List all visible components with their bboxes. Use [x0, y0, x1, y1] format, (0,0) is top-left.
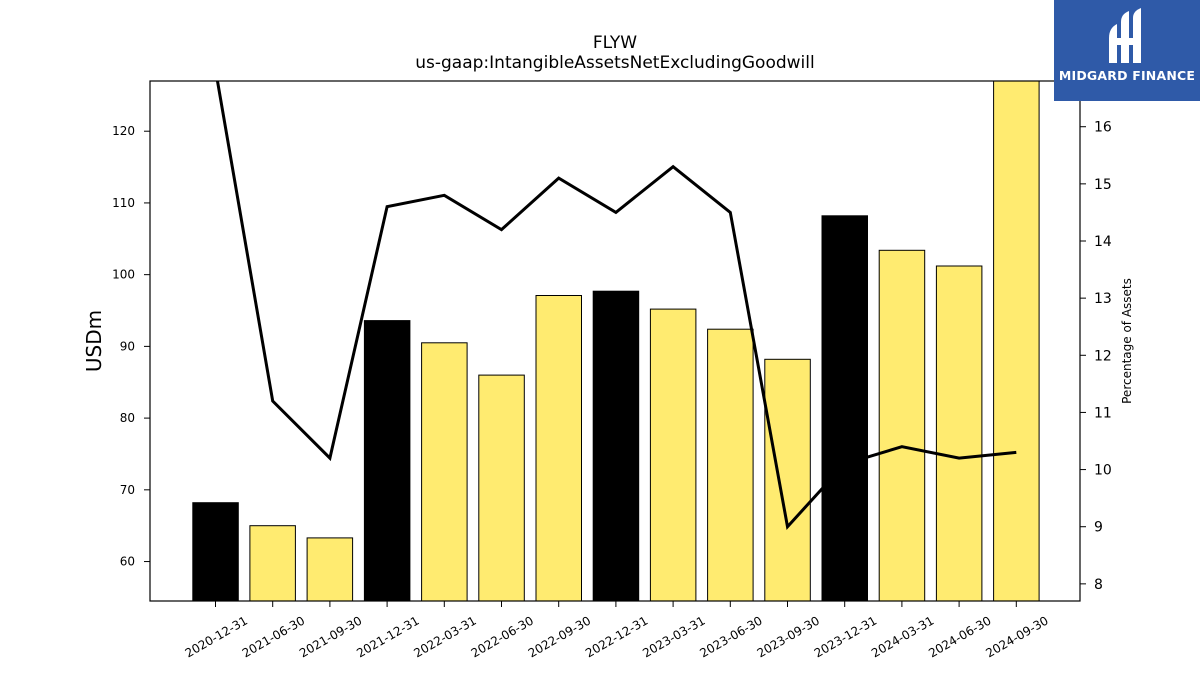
bar-2022-09-30 [535, 295, 582, 602]
x-tick-label: 2022-09-30 [526, 613, 593, 660]
bar-2023-06-30 [707, 328, 754, 602]
x-tick-label: 2022-06-30 [469, 613, 536, 660]
x-tick-label: 2020-12-31 [183, 613, 250, 660]
chart-subtitle: us-gaap:IntangibleAssetsNetExcludingGood… [415, 53, 814, 73]
bar-2022-06-30 [478, 374, 525, 602]
y-axis-label: USDm [82, 310, 106, 372]
y-right-tick-label: 11 [1094, 405, 1112, 421]
x-tick-label: 2021-12-31 [354, 613, 421, 660]
bar-2024-06-30 [935, 265, 983, 602]
bar-2021-06-30 [249, 525, 296, 602]
line-layer [215, 81, 1017, 530]
y-right-tick-label: 9 [1094, 520, 1103, 536]
x-tick-label: 2024-03-31 [869, 613, 936, 660]
y-tick-label: 60 [120, 555, 135, 569]
y-tick-label: 70 [120, 483, 135, 497]
bar-2022-03-31 [421, 342, 468, 602]
y-axis-right-label: Percentage of Assets [1120, 278, 1134, 404]
bar-2024-03-31 [878, 249, 926, 602]
bar-2023-12-31 [821, 215, 868, 602]
bars-layer [192, 80, 1040, 602]
y-right-tick-label: 8 [1094, 577, 1103, 593]
bar-2022-12-31 [592, 290, 640, 602]
x-tick-label: 2024-06-30 [926, 613, 993, 660]
bar-2023-09-30 [764, 358, 811, 602]
bar-2021-09-30 [306, 537, 354, 602]
x-tick-label: 2023-12-31 [812, 613, 879, 660]
y-right-tick-label: 15 [1094, 177, 1112, 193]
right-axis: 8 9 10 11 12 13 14 15 16 [1080, 120, 1112, 593]
x-tick-label: 2024-09-30 [983, 613, 1050, 660]
percentage-line [215, 81, 1017, 530]
x-tick-label: 2023-09-30 [755, 613, 822, 660]
bar-2020-12-31 [192, 502, 239, 602]
x-tick-label: 2022-12-31 [583, 613, 650, 660]
x-tick-label: 2023-06-30 [697, 613, 764, 660]
y-right-tick-label: 14 [1094, 234, 1112, 250]
brand-logo: MIDGARD FINANCE [1054, 0, 1200, 101]
logo-mark-icon [1109, 8, 1141, 63]
y-right-tick-label: 10 [1094, 463, 1112, 479]
x-tick-label: 2022-03-31 [411, 613, 478, 660]
x-axis: 2020-12-312021-06-302021-09-302021-12-31… [183, 601, 1051, 660]
logo-text: MIDGARD FINANCE [1058, 68, 1196, 83]
x-tick-label: 2021-09-30 [297, 613, 364, 660]
bar-2023-03-31 [649, 308, 697, 602]
y-tick-label: 80 [120, 411, 135, 425]
chart-title: FLYW [593, 33, 637, 53]
bar-2021-12-31 [363, 320, 411, 602]
y-tick-label: 90 [120, 339, 135, 353]
y-tick-label: 110 [112, 196, 135, 210]
y-right-tick-label: 16 [1094, 120, 1112, 136]
plot-frame [149, 80, 1081, 602]
y-tick-label: 100 [112, 268, 135, 282]
x-tick-label: 2023-03-31 [640, 613, 707, 660]
y-tick-label: 120 [112, 124, 135, 138]
y-right-tick-label: 12 [1094, 348, 1112, 364]
bar-2024-09-30 [993, 80, 1040, 602]
x-tick-label: 2021-06-30 [240, 613, 307, 660]
left-axis: 60 70 80 90 100 110 120 [112, 124, 150, 569]
y-right-tick-label: 13 [1094, 291, 1112, 307]
